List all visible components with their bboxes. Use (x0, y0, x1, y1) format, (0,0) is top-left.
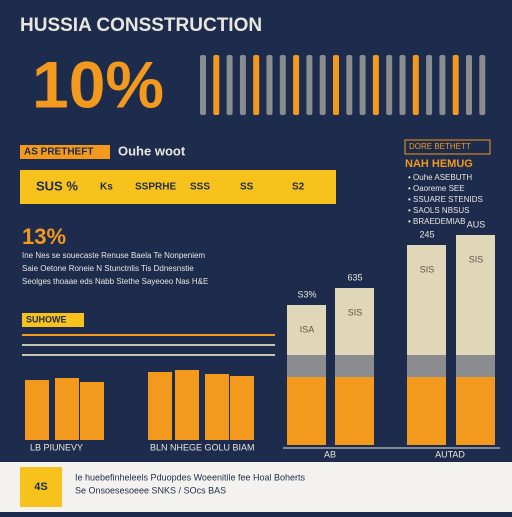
rules (22, 334, 275, 356)
stripe (333, 55, 339, 115)
bar-top (407, 245, 446, 355)
title: HUSSIA CONSSTRUCTION (20, 15, 262, 36)
stripe (479, 55, 486, 115)
stripe (239, 55, 246, 115)
stripes (200, 55, 486, 115)
bar-base (287, 377, 326, 445)
banner-text: SS (240, 182, 254, 193)
cluster-bar (55, 378, 79, 440)
sidebar-line: • Oaoreme SEE (408, 184, 465, 193)
cluster-bar (80, 382, 104, 440)
footer-line: Ie huebefinheleels Pduopdes Woeenitile f… (75, 472, 305, 482)
bar-label: 635 (347, 272, 362, 282)
banner-text: SSS (190, 182, 210, 193)
stripe (439, 55, 446, 115)
base-label: AB (324, 449, 336, 459)
right-bars: S3% ISA 635 SIS 245 SIS AUS SIS AB AUTAD (283, 219, 500, 459)
text-line: Ine Nes se souecaste Renuse Baela Te Non… (22, 251, 205, 260)
bar-base (456, 377, 495, 445)
stripe (412, 55, 419, 115)
big-stat: 10% (32, 47, 164, 121)
sidebar-heading: NAH HEMUG (405, 158, 473, 170)
cluster-bar (205, 374, 229, 440)
bar-inner: SIS (348, 307, 363, 317)
cluster-bar (230, 376, 254, 440)
cluster-bar (25, 380, 49, 440)
stripe (399, 55, 406, 115)
banner-text: SUS % (36, 178, 78, 193)
bar-label: 245 (419, 229, 434, 239)
cluster-label: BLN NHEGE GOLU BIAM (150, 442, 255, 452)
stripe (279, 55, 286, 115)
bar-inner: SIS (469, 254, 484, 264)
stripe (359, 55, 366, 115)
stripe (319, 55, 326, 115)
text-line: Seolges thoaae eds Nabb Stethe Sayeoeo N… (22, 277, 208, 286)
banner-text: Ks (100, 182, 113, 193)
cluster-bar (175, 370, 199, 440)
tag-text: AS PRETHEFT (24, 147, 93, 158)
stripe (293, 55, 300, 115)
stat: 13% (22, 224, 66, 249)
sidebar-tag: DORE BETHETT (409, 142, 471, 151)
bar-base (335, 377, 374, 445)
footer (0, 462, 512, 512)
bar-inner: SIS (420, 264, 435, 274)
sidebar-line: • BRAEDEMIAB (408, 217, 465, 226)
tag-text: SUHOWE (26, 314, 67, 324)
stripe (200, 55, 206, 115)
footer-icon-text: 4S (34, 481, 47, 493)
stripe (253, 55, 260, 115)
bar-label: S3% (297, 289, 316, 299)
stripe (426, 55, 433, 115)
tag (20, 145, 110, 159)
bar-clusters (25, 370, 254, 440)
tag (22, 313, 84, 327)
bar-top (287, 305, 326, 355)
bar-inner: ISA (300, 324, 315, 334)
stripe (213, 55, 220, 115)
sidebar-tag-box (404, 139, 491, 155)
stripe (346, 55, 353, 115)
bar-top (335, 288, 374, 355)
banner-texts: SUS % Ks SSPRHE SSS SS S2 (36, 178, 305, 193)
cluster-bar (148, 372, 172, 440)
sidebar-line: • SSUARE STENIDS (408, 195, 483, 204)
stripe (466, 55, 472, 115)
stripe (266, 55, 273, 115)
stripe (386, 55, 393, 115)
stripe (372, 55, 379, 115)
footer-icon (20, 467, 62, 507)
heading: Ouhe woot (118, 143, 186, 158)
bar-mid (335, 355, 374, 377)
stripe (226, 55, 233, 115)
bar-mid (287, 355, 326, 377)
bar-top (456, 235, 495, 355)
text-line: Saie Oetone Roneie N Stunctnlis Tis Ddne… (22, 264, 194, 273)
sidebar-line: • SAOLS NBSUS (408, 206, 470, 215)
footer-line: Se Onsoesesoeee SNKS / SOcs BAS (75, 485, 226, 495)
bar-mid (456, 355, 495, 377)
sidebar-line: • Ouhe ASEBUTH (408, 173, 472, 182)
banner (20, 170, 336, 204)
base-label: AUTAD (435, 449, 465, 459)
banner-text: S2 (292, 182, 305, 193)
bar-mid (407, 355, 446, 377)
bar-label: AUS (467, 219, 486, 229)
banner-text: SSPRHE (135, 182, 176, 193)
stripe (306, 55, 313, 115)
sidebar-lines: • Ouhe ASEBUTH • Oaoreme SEE • SSUARE STEN… (408, 173, 483, 226)
stripe (452, 55, 459, 115)
cluster-label: LB PIUNEVY (30, 442, 83, 452)
bar-base (407, 377, 446, 445)
section2-lines: Ine Nes se souecaste Renuse Baela Te Non… (22, 251, 208, 286)
